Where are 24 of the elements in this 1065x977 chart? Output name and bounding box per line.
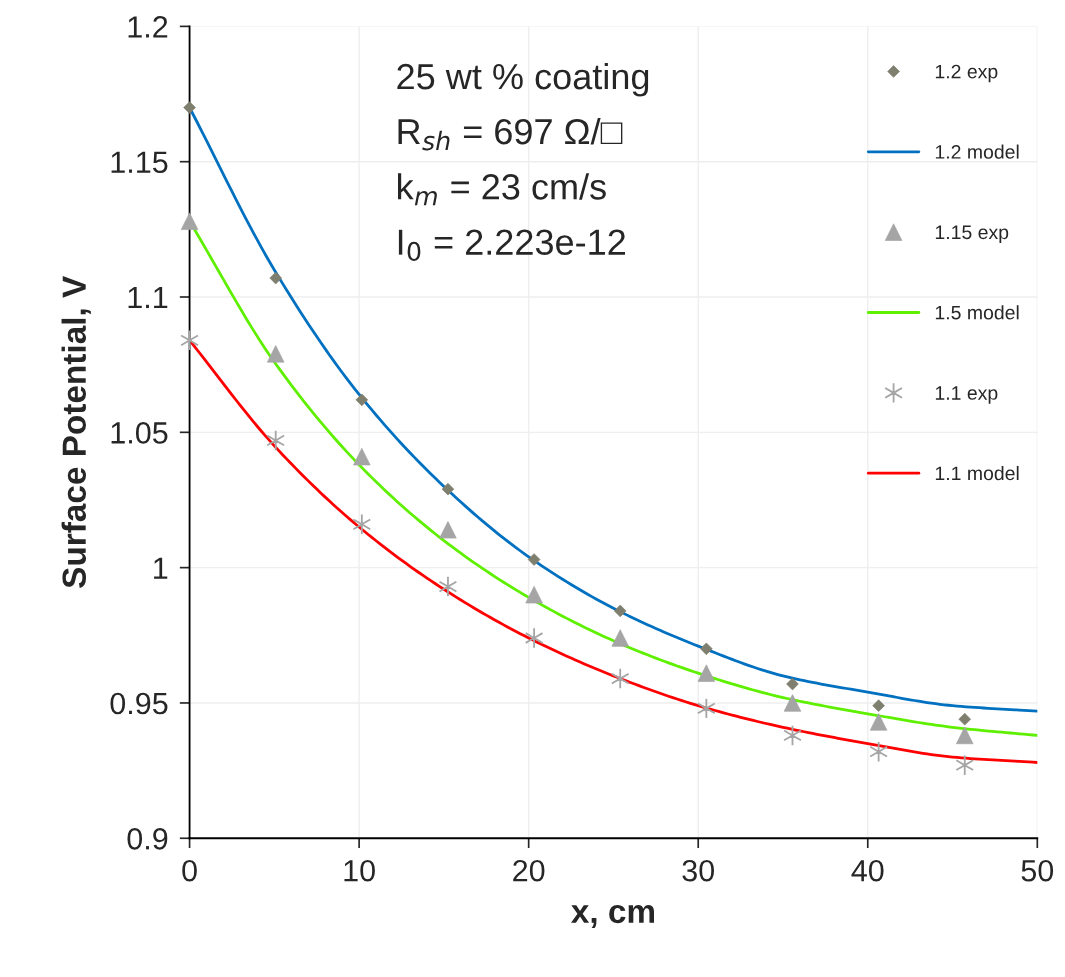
x-tick-label: 50	[1021, 859, 1054, 882]
x-tick-label: 30	[682, 859, 715, 882]
y-tick-label: 0.95	[110, 692, 168, 715]
legend-label: 1.1 model	[935, 465, 1019, 481]
y-tick-label: 1	[154, 557, 168, 579]
y-tick-label: 1.2	[128, 16, 168, 38]
x-tick-label: 20	[513, 859, 545, 882]
y-tick-label: 1.1	[128, 287, 168, 309]
legend-label: 1.15 exp	[935, 225, 1009, 243]
x-tick-label: 10	[344, 859, 375, 882]
annotation: k$_{m}$ = 23 cm/s	[398, 173, 606, 206]
annotation: I$_{0}$ = 2.223e-12	[398, 229, 625, 261]
x-tick-label: 40	[851, 859, 884, 882]
y-tick-label: 1.05	[111, 422, 168, 444]
annotation: 25 wt % coating	[397, 62, 649, 97]
y-axis-title: Surface Potential, V	[61, 276, 91, 588]
x-tick-label: 0	[182, 859, 197, 882]
y-tick-label: 1.15	[111, 151, 168, 174]
annotation: R$_{sh}$ = 697 Ω/□	[398, 117, 623, 151]
legend-label: 1.5 model	[935, 305, 1019, 320]
legend-label: 1.2 exp	[935, 64, 998, 83]
legend-label: 1.2 model	[935, 144, 1019, 159]
y-tick-label: 0.9	[127, 828, 168, 850]
x-axis-title: x, cm	[571, 904, 654, 929]
